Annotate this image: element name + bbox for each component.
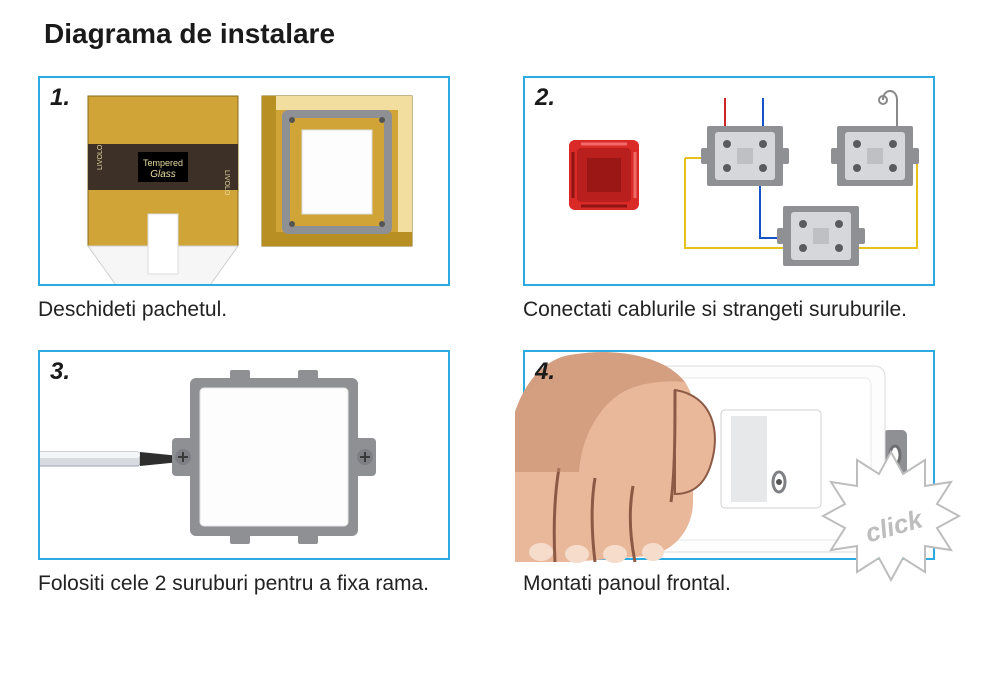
step-2: 2. <box>523 76 935 324</box>
step-2-illustration <box>525 78 935 286</box>
step-3-number: 3. <box>50 358 70 386</box>
svg-text:LIVOLO: LIVOLO <box>97 144 104 170</box>
step-1-number: 1. <box>50 84 70 112</box>
page-title: Diagrama de instalare <box>44 18 962 50</box>
click-burst <box>821 446 961 586</box>
svg-text:Glass: Glass <box>150 169 176 180</box>
steps-grid: 1. Tempered Glass LIVOLO LIVOLO <box>38 76 962 599</box>
step-3-caption: Folositi cele 2 suruburi pentru a fixa r… <box>38 570 450 598</box>
step-4: 4. <box>523 350 935 598</box>
step-1-panel: 1. Tempered Glass LIVOLO LIVOLO <box>38 76 450 286</box>
step-2-panel: 2. <box>523 76 935 286</box>
step-1-illustration: Tempered Glass LIVOLO LIVOLO <box>40 78 450 286</box>
step-4-panel: 4. <box>523 350 935 560</box>
step-4-number: 4. <box>535 358 555 386</box>
step-1: 1. Tempered Glass LIVOLO LIVOLO <box>38 76 450 324</box>
step-3-panel: 3. <box>38 350 450 560</box>
step-3-illustration <box>40 352 450 560</box>
step-3: 3. <box>38 350 450 598</box>
svg-text:LIVOLO: LIVOLO <box>223 170 230 196</box>
step-2-caption: Conectati cablurile si strangeti surubur… <box>523 296 935 324</box>
step-2-number: 2. <box>535 84 555 112</box>
svg-text:Tempered: Tempered <box>143 158 183 168</box>
step-1-caption: Deschideti pachetul. <box>38 296 450 324</box>
